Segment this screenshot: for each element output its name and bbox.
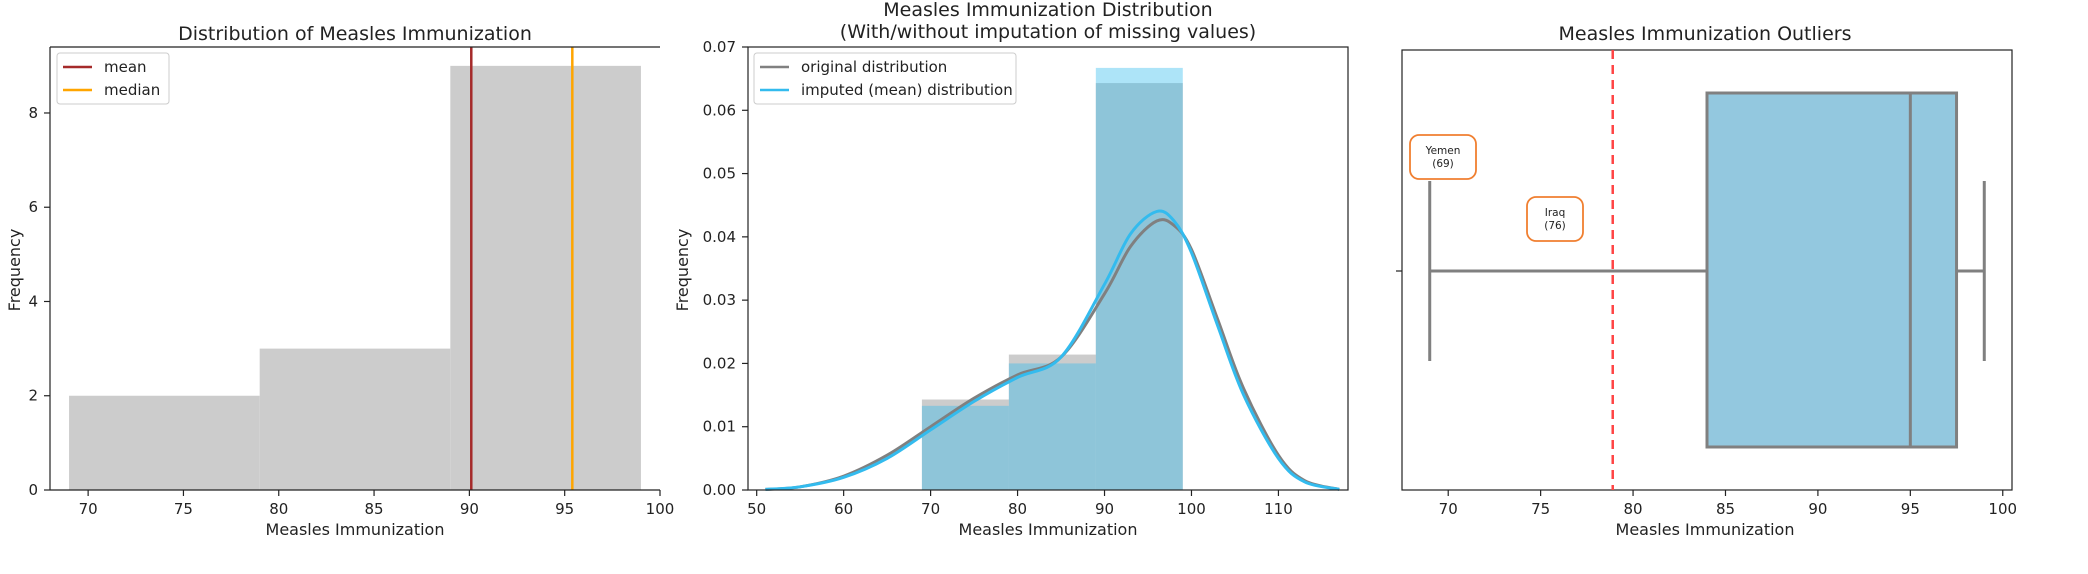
chart-2-ytick-label-3: 0.03 [703,291,736,309]
chart-2-bar-s1-2 [1095,67,1183,491]
chart-2-ytick-label-4: 0.04 [703,228,736,246]
chart-2-kde-line-0 [765,218,1340,491]
chart-1-vlines [470,47,574,490]
chart-1-ytick-label-1: 2 [28,387,38,405]
chart-1-xtick-label-6: 100 [646,500,675,518]
chart-2-yticks: 0.00 0.01 0.02 0.03 0.04 0.05 0.06 0.07 [703,38,748,499]
chart-3-xtick-label-0: 70 [1439,500,1458,518]
chart-3-xtick-label-4: 90 [1808,500,1827,518]
chart-2-xtick-label-1: 60 [834,500,853,518]
chart-2-legend-box [753,52,1017,105]
chart-1-ylabel: Frequency [5,229,24,312]
chart-3-title: Measles Immunization Outliers [1559,23,1852,45]
chart-2-xticks: 50 60 70 80 90 100 110 [747,490,1293,518]
chart-2-legend: original distribution imputed (mean) dis… [753,52,1017,105]
chart-3-annotation-box-0 [1409,134,1477,180]
chart-2-ytick-label-5: 0.05 [703,165,736,183]
chart-2-frame [747,46,1349,491]
chart-2-xtick-label-3: 80 [1008,500,1027,518]
chart-1-bar-2 [450,65,641,490]
chart-1-legend-mean-label: mean [104,58,147,76]
chart-2-legend-original-label: original distribution [801,58,947,76]
chart-2-xtick-label-2: 70 [921,500,940,518]
chart-2-xtick-label-6: 110 [1264,500,1293,518]
chart-3-xtick-label-2: 80 [1624,500,1643,518]
chart-2-title: Measles Immunization Distribution [883,0,1212,21]
chart-1-xtick-label-1: 75 [174,500,193,518]
chart-2-bar-s1-1 [1008,363,1096,490]
chart-3-annotation-value-0: (69) [1432,158,1454,170]
chart-2-xtick-label-5: 100 [1177,500,1206,518]
chart-3-annotation-box-1 [1526,196,1584,242]
chart-2-xtick-label-0: 50 [747,500,766,518]
chart-3-xtick-label-1: 75 [1531,500,1550,518]
chart-1-ytick-label-0: 0 [28,481,38,499]
chart-2: Measles Immunization Distribution (With/… [673,0,1349,539]
chart-2-ytick-label-0: 0.00 [703,481,736,499]
chart-1-ytick-label-4: 8 [28,104,38,122]
chart-2-bar-s0-0 [921,399,1009,490]
chart-1-title: Distribution of Measles Immunization [178,23,532,45]
chart-2-ytick-label-1: 0.01 [703,418,736,436]
chart-1-xlabel: Measles Immunization [266,520,445,539]
chart-3-box [1428,50,1986,490]
chart-1-xtick-label-2: 80 [269,500,288,518]
chart-3-xticks: 70 75 80 85 90 95 100 [1439,490,2017,518]
chart-2-bar-s0-1 [1008,354,1096,490]
chart-2-kde [765,209,1340,491]
chart-2-bar-s1-0 [921,405,1009,490]
chart-3-annotations: Yemen(69) Iraq(76) [1409,134,1584,242]
chart-1-yticks: 0 2 4 6 8 [28,104,50,499]
chart-3-annotation-label-1: Iraq [1545,207,1566,219]
chart-1-xtick-label-0: 70 [79,500,98,518]
chart-3-xtick-label-5: 95 [1901,500,1920,518]
chart-2-ytick-label-7: 0.07 [703,38,736,56]
chart-1-ytick-label-2: 4 [28,292,38,310]
chart-1: Distribution of Measles Immunization 70 7… [5,23,674,539]
chart-3-xtick-label-6: 100 [1988,500,2017,518]
chart-3-frame [1401,49,2013,491]
chart-1-bars [69,65,641,490]
chart-2-ytick-label-6: 0.06 [703,101,736,119]
chart-1-legend: mean median [56,52,170,105]
chart-3: Measles Immunization Outliers Yemen(69) I… [1396,23,2017,539]
chart-3-xtick-label-3: 85 [1716,500,1735,518]
chart-1-xticks: 70 75 80 85 90 95 100 [79,490,675,518]
chart-1-bar-1 [259,348,451,490]
chart-2-legend-imputed-label: imputed (mean) distribution [801,81,1013,99]
chart-2-bars [921,67,1183,491]
chart-1-xtick-label-4: 90 [460,500,479,518]
chart-2-ytick-label-2: 0.02 [703,354,736,372]
chart-2-ylabel: Frequency [673,229,692,312]
chart-3-annotation-label-0: Yemen [1425,145,1461,157]
chart-3-xlabel: Measles Immunization [1616,520,1795,539]
chart-1-bar-0 [69,395,260,490]
chart-1-legend-median-label: median [104,81,160,99]
chart-3-iqr-box [1705,91,1959,449]
chart-2-xlabel: Measles Immunization [959,520,1138,539]
chart-3-annotation-value-1: (76) [1544,220,1566,232]
chart-2-kde-line-1 [765,209,1340,491]
chart-1-xtick-label-5: 95 [555,500,574,518]
chart-1-xtick-label-3: 85 [365,500,384,518]
chart-2-subtitle: (With/without imputation of missing valu… [840,21,1256,43]
chart-1-ytick-label-3: 6 [28,198,38,216]
chart-2-xtick-label-4: 90 [1095,500,1114,518]
